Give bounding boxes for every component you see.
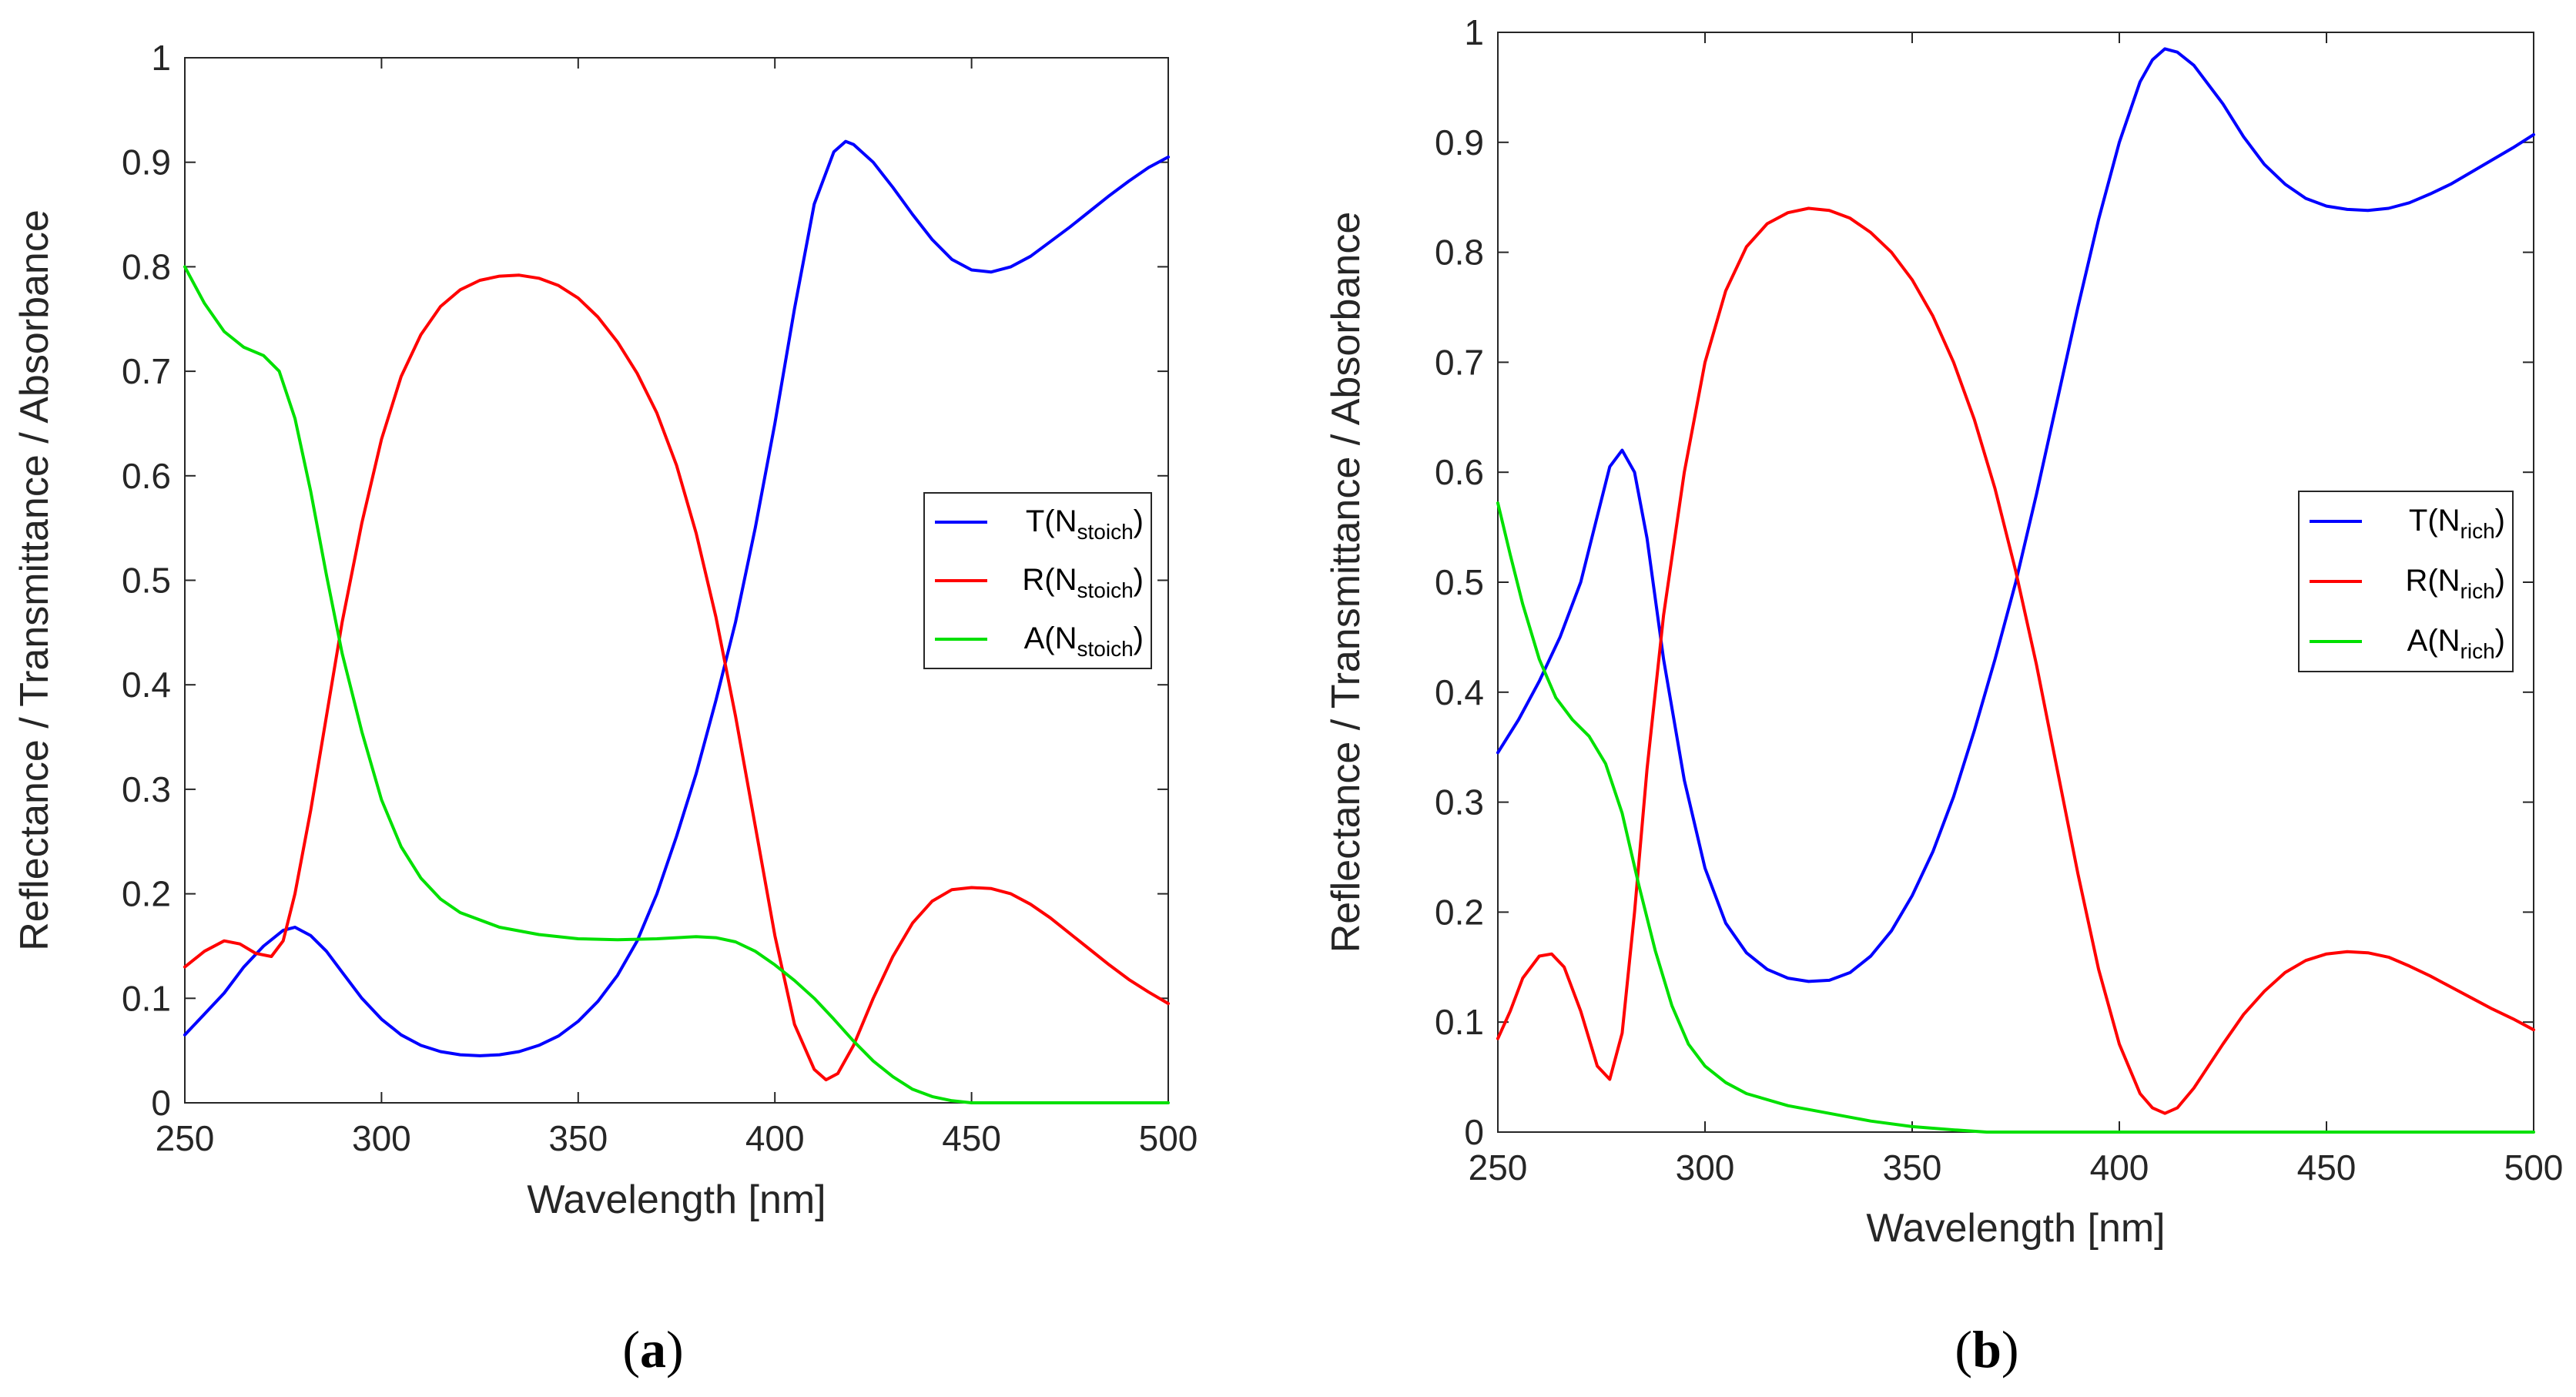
y-tick-label-b-9: 0.9 <box>1435 122 1484 162</box>
chart-b: 250 300 350 400 450 500 0 0.1 0.2 0.3 0.4 0.5 0.6 0.7… <box>1324 12 2563 1251</box>
x-tick-label-a-5: 500 <box>1139 1118 1198 1158</box>
x-tick-label-a-4: 450 <box>942 1118 1001 1158</box>
y-tick-label-b-10: 1 <box>1464 12 1484 52</box>
series-line-a-r <box>183 273 1170 1082</box>
legend-label-a-2: A(Nstoich) <box>1024 621 1144 661</box>
legend-b: T(Nrich) R(Nrich) A(Nrich) <box>2298 491 2514 672</box>
chart-a: 250 300 350 400 450 500 0 0.1 0.2 0.3 0.4 0.5 0.6 0.7… <box>12 38 1198 1222</box>
legend-label-a-0: T(Nstoich) <box>1026 504 1144 544</box>
y-tick-label-a-3: 0.3 <box>122 769 171 809</box>
legend-label-a-1: R(Nstoich) <box>1022 563 1144 602</box>
legend-label-b-0: T(Nrich) <box>2409 504 2505 543</box>
y-tick-label-a-0: 0 <box>151 1083 171 1123</box>
legend-a: T(Nstoich) R(Nstoich) A(Nstoich) <box>923 492 1152 669</box>
x-axis-label-b: Wavelength [nm] <box>1866 1206 2165 1251</box>
y-tick-label-b-0: 0 <box>1464 1112 1484 1152</box>
x-tick-label-a-3: 400 <box>745 1118 805 1158</box>
x-tick-label-b-4: 450 <box>2297 1147 2357 1188</box>
x-tick-label-b-1: 300 <box>1676 1147 1735 1188</box>
y-tick-label-a-4: 0.4 <box>122 665 171 705</box>
legend-label-b-2: A(Nrich) <box>2407 624 2505 663</box>
panel-label-b: (b) <box>1955 1320 2018 1379</box>
series-line-a-a <box>183 265 1170 1104</box>
series-line-b-t <box>1496 47 2535 983</box>
y-tick-label-b-7: 0.7 <box>1435 342 1484 382</box>
y-tick-label-b-4: 0.4 <box>1435 672 1484 712</box>
series-line-a-t <box>183 139 1170 1057</box>
y-tick-label-a-8: 0.8 <box>122 246 171 286</box>
x-tick-label-a-1: 300 <box>352 1118 411 1158</box>
x-tick-label-a-0: 250 <box>156 1118 215 1158</box>
series-line-b-a <box>1496 501 2535 1134</box>
x-tick-label-b-2: 350 <box>1883 1147 1942 1188</box>
y-tick-label-b-2: 0.2 <box>1435 892 1484 932</box>
y-tick-label-a-1: 0.1 <box>122 978 171 1018</box>
y-tick-label-b-1: 0.1 <box>1435 1002 1484 1042</box>
panel-label-a: (a) <box>622 1320 683 1379</box>
x-tick-label-b-5: 500 <box>2504 1147 2564 1188</box>
x-axis-label-a: Wavelength [nm] <box>527 1178 826 1222</box>
series-line-b-r <box>1496 206 2535 1115</box>
y-tick-label-b-6: 0.6 <box>1435 452 1484 492</box>
y-tick-label-a-6: 0.6 <box>122 456 171 496</box>
legend-label-b-1: R(Nrich) <box>2405 564 2505 603</box>
x-tick-label-b-0: 250 <box>1469 1147 1528 1188</box>
x-tick-label-b-3: 400 <box>2090 1147 2149 1188</box>
x-tick-label-a-2: 350 <box>548 1118 608 1158</box>
y-tick-label-a-5: 0.5 <box>122 561 171 601</box>
y-tick-label-b-5: 0.5 <box>1435 562 1484 602</box>
y-tick-label-b-8: 0.8 <box>1435 233 1484 273</box>
y-tick-label-a-9: 0.9 <box>122 142 171 183</box>
y-tick-label-a-10: 1 <box>151 38 171 78</box>
y-axis-label-a: Reflectance / Transmittance / Absorbance <box>12 209 57 951</box>
y-tick-label-b-3: 0.3 <box>1435 782 1484 822</box>
y-tick-label-a-7: 0.7 <box>122 351 171 391</box>
y-tick-label-a-2: 0.2 <box>122 874 171 914</box>
y-axis-label-b: Reflectance / Transmittance / Absorbance <box>1324 212 1368 953</box>
